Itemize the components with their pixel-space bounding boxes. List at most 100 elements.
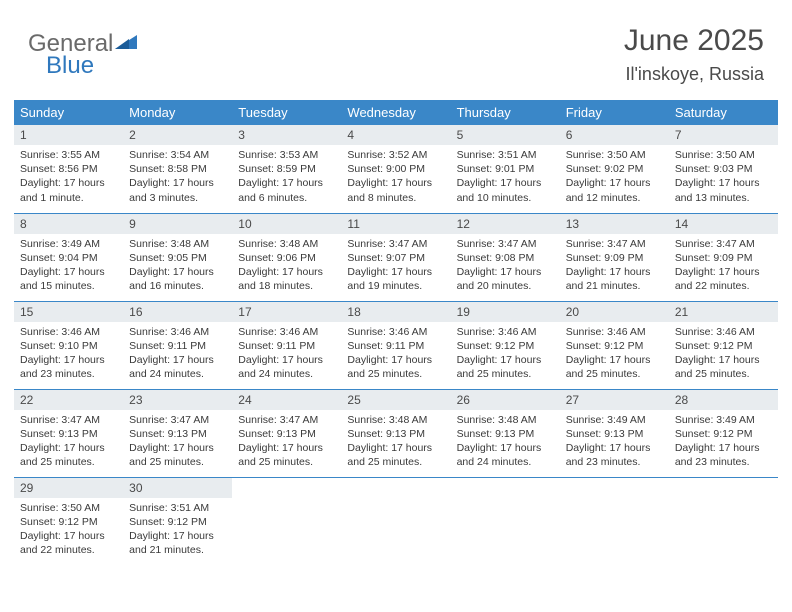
calendar-day-cell: 6Sunrise: 3:50 AMSunset: 9:02 PMDaylight…	[560, 125, 669, 213]
weekday-header: Friday	[560, 100, 669, 125]
sunrise-line: Sunrise: 3:53 AM	[238, 148, 335, 162]
day-info: Sunrise: 3:53 AMSunset: 8:59 PMDaylight:…	[232, 145, 341, 211]
day-info: Sunrise: 3:49 AMSunset: 9:04 PMDaylight:…	[14, 234, 123, 300]
day-number: 30	[123, 478, 232, 498]
day-number: 25	[341, 390, 450, 410]
day-info: Sunrise: 3:48 AMSunset: 9:13 PMDaylight:…	[341, 410, 450, 476]
day-info: Sunrise: 3:46 AMSunset: 9:11 PMDaylight:…	[123, 322, 232, 388]
daylight-line: Daylight: 17 hours and 20 minutes.	[457, 265, 554, 293]
day-number: 19	[451, 302, 560, 322]
sunrise-line: Sunrise: 3:50 AM	[20, 501, 117, 515]
day-number: 26	[451, 390, 560, 410]
daylight-line: Daylight: 17 hours and 23 minutes.	[675, 441, 772, 469]
calendar-day-cell: 20Sunrise: 3:46 AMSunset: 9:12 PMDayligh…	[560, 301, 669, 389]
sunset-line: Sunset: 9:11 PM	[129, 339, 226, 353]
sunset-line: Sunset: 9:13 PM	[347, 427, 444, 441]
calendar-header-row: SundayMondayTuesdayWednesdayThursdayFrid…	[14, 100, 778, 125]
calendar-day-cell: 3Sunrise: 3:53 AMSunset: 8:59 PMDaylight…	[232, 125, 341, 213]
daylight-line: Daylight: 17 hours and 8 minutes.	[347, 176, 444, 204]
sunset-line: Sunset: 9:06 PM	[238, 251, 335, 265]
day-info: Sunrise: 3:47 AMSunset: 9:13 PMDaylight:…	[14, 410, 123, 476]
sunset-line: Sunset: 9:12 PM	[20, 515, 117, 529]
sunset-line: Sunset: 9:03 PM	[675, 162, 772, 176]
sunset-line: Sunset: 9:00 PM	[347, 162, 444, 176]
day-number: 27	[560, 390, 669, 410]
page-title: June 2025	[624, 24, 764, 58]
day-info: Sunrise: 3:47 AMSunset: 9:09 PMDaylight:…	[560, 234, 669, 300]
sunset-line: Sunset: 9:09 PM	[566, 251, 663, 265]
day-number: 3	[232, 125, 341, 145]
sunrise-line: Sunrise: 3:50 AM	[675, 148, 772, 162]
daylight-line: Daylight: 17 hours and 25 minutes.	[347, 353, 444, 381]
sunset-line: Sunset: 9:02 PM	[566, 162, 663, 176]
calendar-day-cell: 8Sunrise: 3:49 AMSunset: 9:04 PMDaylight…	[14, 213, 123, 301]
day-info: Sunrise: 3:48 AMSunset: 9:13 PMDaylight:…	[451, 410, 560, 476]
day-number: 15	[14, 302, 123, 322]
daylight-line: Daylight: 17 hours and 25 minutes.	[129, 441, 226, 469]
sunrise-line: Sunrise: 3:47 AM	[675, 237, 772, 251]
logo-triangle-icon	[115, 28, 137, 56]
day-number: 21	[669, 302, 778, 322]
sunrise-line: Sunrise: 3:46 AM	[347, 325, 444, 339]
sunrise-line: Sunrise: 3:54 AM	[129, 148, 226, 162]
sunrise-line: Sunrise: 3:48 AM	[347, 413, 444, 427]
calendar-day-cell: 5Sunrise: 3:51 AMSunset: 9:01 PMDaylight…	[451, 125, 560, 213]
daylight-line: Daylight: 17 hours and 10 minutes.	[457, 176, 554, 204]
sunset-line: Sunset: 9:13 PM	[566, 427, 663, 441]
calendar-day-cell: 23Sunrise: 3:47 AMSunset: 9:13 PMDayligh…	[123, 389, 232, 477]
sunrise-line: Sunrise: 3:55 AM	[20, 148, 117, 162]
calendar-day-cell: 24Sunrise: 3:47 AMSunset: 9:13 PMDayligh…	[232, 389, 341, 477]
daylight-line: Daylight: 17 hours and 24 minutes.	[457, 441, 554, 469]
sunrise-line: Sunrise: 3:46 AM	[566, 325, 663, 339]
calendar-day-cell: 21Sunrise: 3:46 AMSunset: 9:12 PMDayligh…	[669, 301, 778, 389]
sunset-line: Sunset: 8:59 PM	[238, 162, 335, 176]
sunrise-line: Sunrise: 3:47 AM	[566, 237, 663, 251]
calendar-day-cell: 19Sunrise: 3:46 AMSunset: 9:12 PMDayligh…	[451, 301, 560, 389]
sunrise-line: Sunrise: 3:46 AM	[20, 325, 117, 339]
day-number: 23	[123, 390, 232, 410]
weekday-header: Saturday	[669, 100, 778, 125]
day-number: 24	[232, 390, 341, 410]
calendar-week-row: 22Sunrise: 3:47 AMSunset: 9:13 PMDayligh…	[14, 389, 778, 477]
sunset-line: Sunset: 9:11 PM	[238, 339, 335, 353]
day-info: Sunrise: 3:47 AMSunset: 9:09 PMDaylight:…	[669, 234, 778, 300]
day-number: 12	[451, 214, 560, 234]
daylight-line: Daylight: 17 hours and 21 minutes.	[129, 529, 226, 557]
calendar-day-cell: 22Sunrise: 3:47 AMSunset: 9:13 PMDayligh…	[14, 389, 123, 477]
daylight-line: Daylight: 17 hours and 1 minute.	[20, 176, 117, 204]
calendar-body: 1Sunrise: 3:55 AMSunset: 8:56 PMDaylight…	[14, 125, 778, 565]
calendar-day-cell: 4Sunrise: 3:52 AMSunset: 9:00 PMDaylight…	[341, 125, 450, 213]
calendar-week-row: 8Sunrise: 3:49 AMSunset: 9:04 PMDaylight…	[14, 213, 778, 301]
sunset-line: Sunset: 9:12 PM	[675, 427, 772, 441]
daylight-line: Daylight: 17 hours and 12 minutes.	[566, 176, 663, 204]
sunrise-line: Sunrise: 3:47 AM	[238, 413, 335, 427]
sunrise-line: Sunrise: 3:49 AM	[675, 413, 772, 427]
sunset-line: Sunset: 9:13 PM	[129, 427, 226, 441]
day-info: Sunrise: 3:50 AMSunset: 9:02 PMDaylight:…	[560, 145, 669, 211]
daylight-line: Daylight: 17 hours and 24 minutes.	[129, 353, 226, 381]
day-info: Sunrise: 3:46 AMSunset: 9:11 PMDaylight:…	[232, 322, 341, 388]
sunrise-line: Sunrise: 3:50 AM	[566, 148, 663, 162]
calendar-day-cell: 26Sunrise: 3:48 AMSunset: 9:13 PMDayligh…	[451, 389, 560, 477]
day-number: 17	[232, 302, 341, 322]
sunset-line: Sunset: 8:58 PM	[129, 162, 226, 176]
weekday-header: Sunday	[14, 100, 123, 125]
sunrise-line: Sunrise: 3:48 AM	[238, 237, 335, 251]
sunrise-line: Sunrise: 3:49 AM	[566, 413, 663, 427]
sunrise-line: Sunrise: 3:48 AM	[129, 237, 226, 251]
day-info: Sunrise: 3:54 AMSunset: 8:58 PMDaylight:…	[123, 145, 232, 211]
weekday-header: Monday	[123, 100, 232, 125]
daylight-line: Daylight: 17 hours and 25 minutes.	[238, 441, 335, 469]
day-number: 28	[669, 390, 778, 410]
day-info: Sunrise: 3:55 AMSunset: 8:56 PMDaylight:…	[14, 145, 123, 211]
calendar-day-cell	[232, 477, 341, 565]
day-number: 13	[560, 214, 669, 234]
sunrise-line: Sunrise: 3:51 AM	[129, 501, 226, 515]
daylight-line: Daylight: 17 hours and 23 minutes.	[20, 353, 117, 381]
day-number: 1	[14, 125, 123, 145]
sunrise-line: Sunrise: 3:46 AM	[129, 325, 226, 339]
day-number: 20	[560, 302, 669, 322]
daylight-line: Daylight: 17 hours and 15 minutes.	[20, 265, 117, 293]
day-info: Sunrise: 3:49 AMSunset: 9:12 PMDaylight:…	[669, 410, 778, 476]
sunrise-line: Sunrise: 3:46 AM	[675, 325, 772, 339]
